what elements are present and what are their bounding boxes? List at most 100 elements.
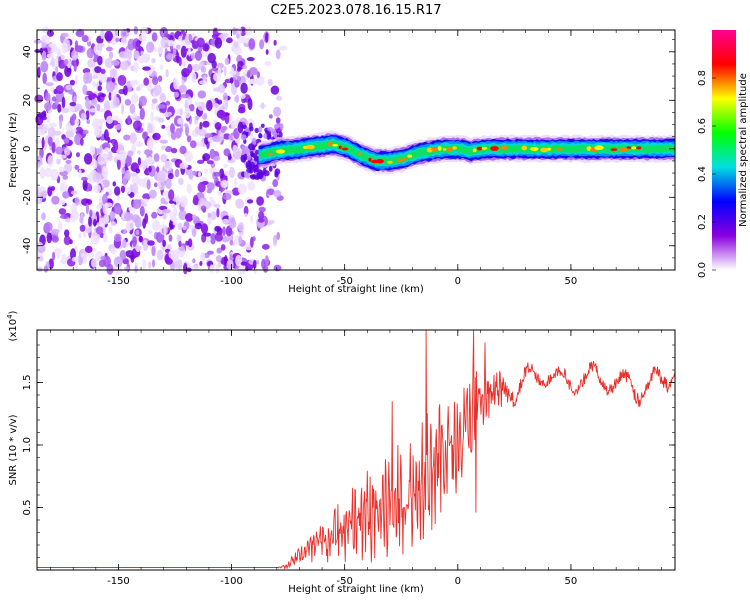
noise-speckle xyxy=(48,258,54,270)
noise-speckle xyxy=(120,37,127,45)
signal-hotspot xyxy=(338,145,342,149)
spectrogram-x-tick-label: -150 xyxy=(107,276,130,287)
noise-speckle xyxy=(240,82,248,94)
noise-speckle xyxy=(135,229,140,236)
noise-speckle xyxy=(267,79,273,87)
noise-speckle xyxy=(164,146,173,153)
colorbar: 0.0 0.2 0.4 0.6 0.8 Normalized spectral ampl… xyxy=(697,30,749,278)
noise-speckle xyxy=(151,98,158,104)
noise-speckle xyxy=(132,120,142,131)
noise-speckle xyxy=(240,134,247,141)
noise-speckle xyxy=(57,253,61,259)
signal-hotspot xyxy=(521,145,527,151)
noise-speckle xyxy=(59,154,67,159)
noise-speckle xyxy=(86,119,90,124)
noise-speckle xyxy=(82,129,89,135)
noise-speckle xyxy=(140,183,149,188)
noise-speckle xyxy=(115,37,120,42)
noise-speckle xyxy=(87,252,94,258)
noise-speckle xyxy=(46,29,55,37)
noise-speckle xyxy=(80,253,89,259)
noise-speckle xyxy=(89,108,98,113)
noise-speckle xyxy=(200,251,206,263)
spectrogram-x-tick-label: 0 xyxy=(455,276,461,287)
noise-speckle xyxy=(206,160,214,165)
spectrogram-y-tick-label: 20 xyxy=(22,94,33,107)
noise-speckle xyxy=(261,102,265,110)
noise-speckle xyxy=(97,95,101,102)
noise-speckle xyxy=(93,184,101,193)
noise-speckle xyxy=(273,106,282,117)
noise-speckle xyxy=(96,104,101,112)
noise-speckle xyxy=(178,35,183,43)
noise-speckle xyxy=(209,264,214,273)
noise-speckle xyxy=(236,76,242,82)
noise-speckle xyxy=(154,182,158,188)
noise-speckle xyxy=(75,30,85,38)
noise-speckle xyxy=(103,232,108,243)
noise-speckle xyxy=(246,199,254,204)
noise-speckle xyxy=(198,128,206,137)
spectrogram-y-ticks: -40 -20 0 20 40 xyxy=(22,39,675,271)
noise-speckle xyxy=(75,126,83,136)
noise-speckle xyxy=(142,193,151,200)
noise-speckle xyxy=(189,224,195,230)
noise-speckle xyxy=(161,31,165,39)
signal-band-layer xyxy=(258,140,675,166)
noise-speckle xyxy=(150,111,154,123)
noise-speckle xyxy=(45,92,51,102)
noise-speckle xyxy=(44,221,53,233)
noise-speckle xyxy=(264,255,269,267)
noise-speckle xyxy=(168,199,174,204)
noise-speckle xyxy=(42,123,49,132)
noise-speckle xyxy=(76,152,80,158)
noise-speckle xyxy=(215,264,220,274)
noise-speckle xyxy=(137,157,141,166)
noise-speckle xyxy=(63,229,70,237)
noise-speckle xyxy=(223,65,227,76)
noise-speckle xyxy=(88,216,92,227)
noise-speckle xyxy=(267,133,272,141)
noise-speckle xyxy=(128,206,133,212)
noise-speckle xyxy=(78,169,82,178)
noise-speckle xyxy=(63,163,73,173)
spectrogram-y-tick-label: 40 xyxy=(22,45,33,58)
noise-speckle xyxy=(184,107,191,119)
noise-speckle xyxy=(145,41,155,53)
spectrogram-frame xyxy=(36,29,676,271)
noise-speckle xyxy=(147,139,154,151)
noise-speckle xyxy=(60,199,66,206)
noise-speckle xyxy=(141,159,147,172)
noise-speckle xyxy=(153,84,162,96)
noise-speckle xyxy=(178,57,182,67)
spectrogram-y-tick-label: -40 xyxy=(22,238,33,254)
noise-speckle xyxy=(226,259,234,270)
noise-speckle xyxy=(207,215,213,225)
noise-speckle xyxy=(268,114,273,119)
noise-speckle xyxy=(55,85,64,95)
noise-speckle xyxy=(45,82,54,87)
noise-speckle xyxy=(252,259,257,269)
noise-speckle xyxy=(86,47,95,59)
noise-speckle xyxy=(213,171,221,177)
noise-speckle xyxy=(157,104,166,109)
snr-x-tick-label: -50 xyxy=(337,576,353,587)
noise-speckle xyxy=(133,61,139,73)
noise-speckle xyxy=(191,71,197,84)
noise-speckle xyxy=(100,68,106,75)
noise-speckle xyxy=(105,81,115,93)
noise-speckle xyxy=(152,76,159,85)
noise-speckle xyxy=(197,181,206,193)
noise-speckle xyxy=(74,265,79,270)
noise-speckle xyxy=(111,77,116,83)
noise-speckle xyxy=(100,256,107,260)
noise-speckle xyxy=(197,141,204,147)
noise-speckle xyxy=(107,136,111,144)
noise-speckle xyxy=(123,85,128,96)
noise-speckle xyxy=(176,44,181,50)
noise-speckle xyxy=(196,37,205,48)
noise-speckle xyxy=(254,127,260,134)
noise-speckle xyxy=(83,72,90,85)
noise-speckle xyxy=(232,144,238,153)
